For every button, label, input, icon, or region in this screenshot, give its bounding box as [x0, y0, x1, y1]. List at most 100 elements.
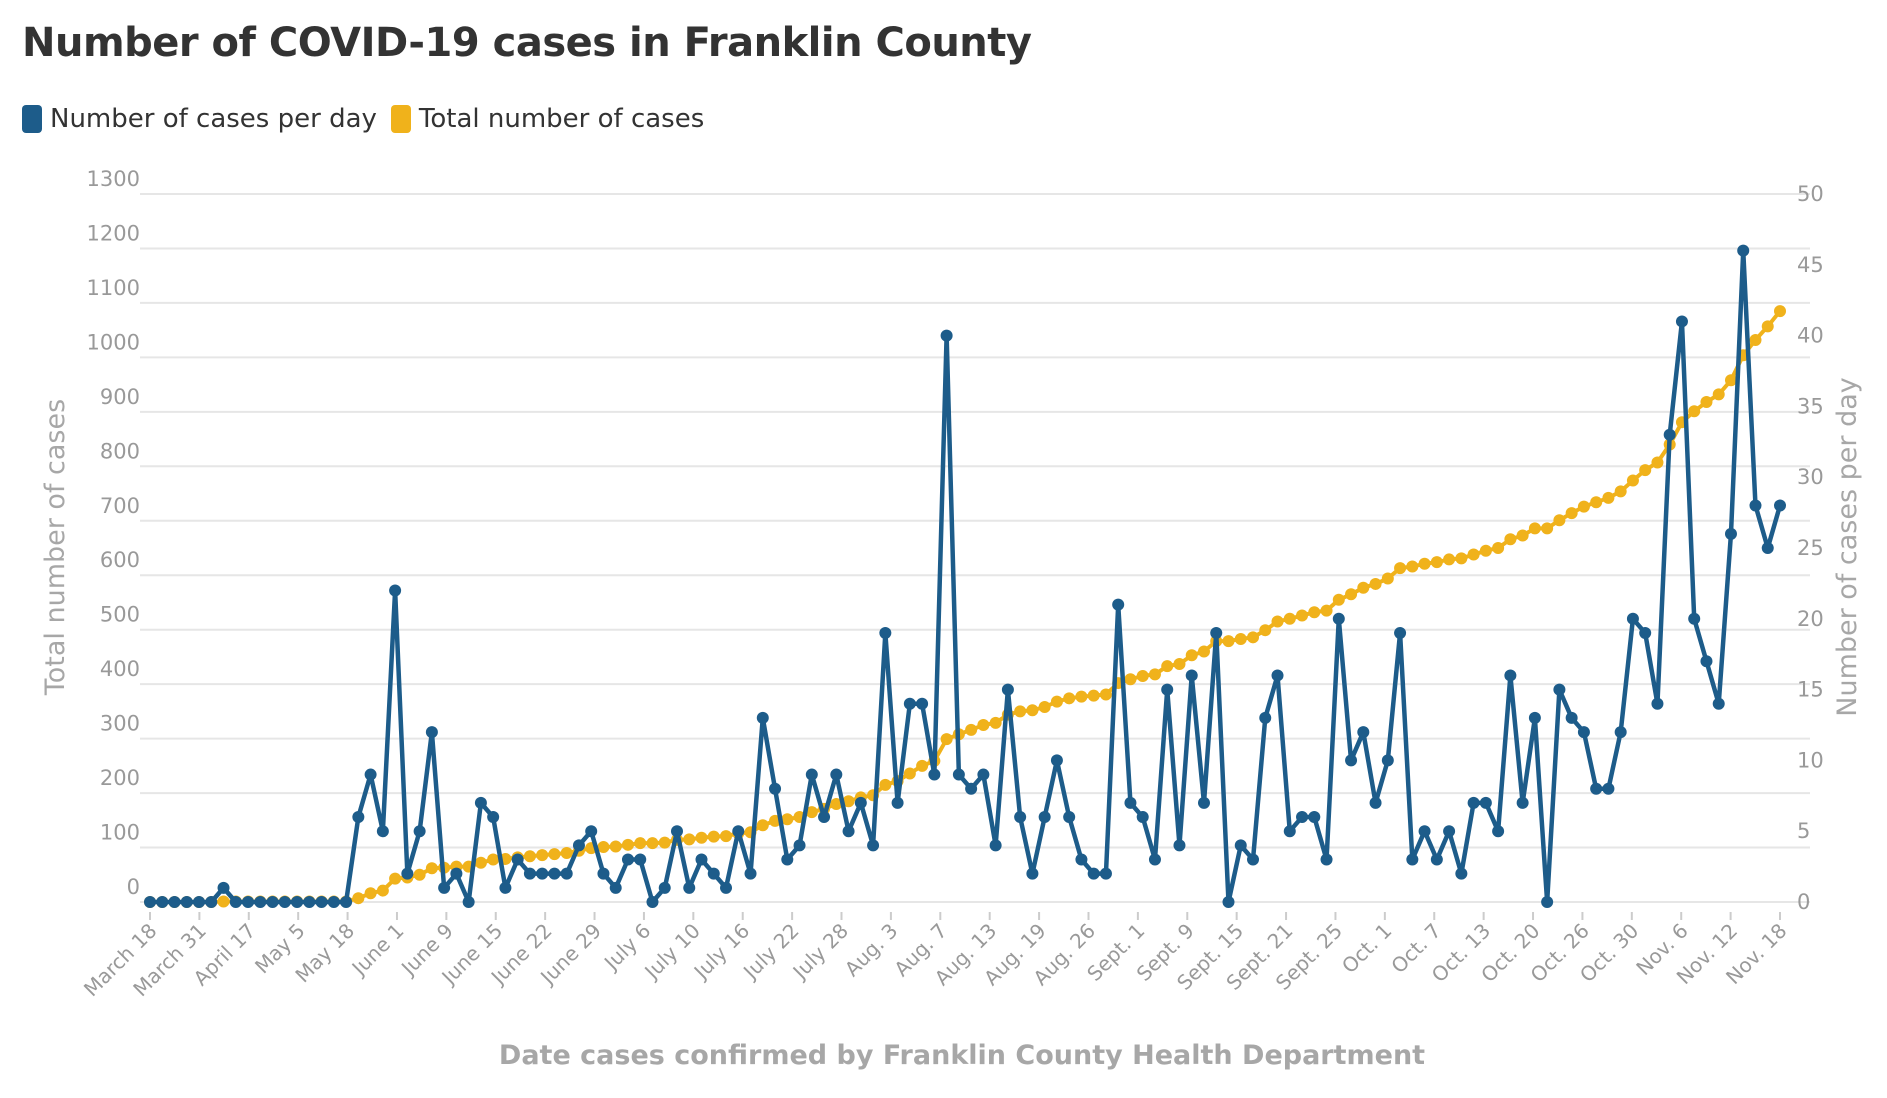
- data-point-total-cases[interactable]: [536, 849, 549, 862]
- data-point-cases-per-day[interactable]: [1565, 711, 1578, 724]
- data-point-total-cases[interactable]: [1553, 514, 1566, 527]
- data-point-cases-per-day[interactable]: [1712, 697, 1725, 710]
- data-point-cases-per-day[interactable]: [1492, 825, 1505, 838]
- data-point-total-cases[interactable]: [1148, 668, 1161, 681]
- data-point-total-cases[interactable]: [548, 848, 561, 861]
- data-point-total-cases[interactable]: [1247, 631, 1260, 644]
- data-point-cases-per-day[interactable]: [1541, 896, 1554, 908]
- data-point-total-cases[interactable]: [1197, 645, 1210, 658]
- data-point-cases-per-day[interactable]: [156, 896, 169, 908]
- data-point-cases-per-day[interactable]: [707, 867, 720, 880]
- data-point-total-cases[interactable]: [1504, 533, 1517, 546]
- data-point-cases-per-day[interactable]: [462, 896, 475, 908]
- data-point-cases-per-day[interactable]: [744, 867, 757, 880]
- data-point-total-cases[interactable]: [523, 850, 536, 863]
- data-point-cases-per-day[interactable]: [1774, 499, 1786, 512]
- data-point-total-cases[interactable]: [1467, 548, 1480, 561]
- data-point-total-cases[interactable]: [1430, 556, 1443, 569]
- data-point-cases-per-day[interactable]: [879, 626, 892, 639]
- data-point-cases-per-day[interactable]: [548, 867, 561, 880]
- data-point-cases-per-day[interactable]: [891, 796, 904, 809]
- data-point-cases-per-day[interactable]: [732, 825, 745, 838]
- data-point-total-cases[interactable]: [1626, 474, 1639, 487]
- data-point-cases-per-day[interactable]: [1112, 598, 1125, 611]
- data-point-total-cases[interactable]: [1761, 320, 1774, 333]
- data-point-total-cases[interactable]: [1259, 624, 1272, 637]
- data-point-cases-per-day[interactable]: [1161, 683, 1174, 696]
- data-point-cases-per-day[interactable]: [254, 896, 267, 908]
- data-point-total-cases[interactable]: [1087, 689, 1100, 702]
- data-point-cases-per-day[interactable]: [1173, 839, 1186, 852]
- data-point-cases-per-day[interactable]: [1369, 796, 1382, 809]
- data-point-total-cases[interactable]: [1688, 405, 1701, 418]
- data-point-total-cases[interactable]: [621, 838, 634, 851]
- data-point-total-cases[interactable]: [1099, 688, 1112, 701]
- data-point-cases-per-day[interactable]: [1516, 796, 1529, 809]
- data-point-total-cases[interactable]: [1173, 658, 1186, 671]
- data-point-total-cases[interactable]: [1492, 542, 1505, 554]
- data-point-total-cases[interactable]: [1455, 552, 1468, 565]
- data-point-total-cases[interactable]: [1320, 604, 1333, 617]
- data-point-total-cases[interactable]: [1063, 692, 1076, 705]
- data-point-cases-per-day[interactable]: [180, 896, 193, 908]
- data-point-cases-per-day[interactable]: [1050, 754, 1063, 767]
- data-point-cases-per-day[interactable]: [842, 825, 855, 838]
- data-point-total-cases[interactable]: [1394, 562, 1407, 575]
- data-point-total-cases[interactable]: [1516, 529, 1529, 542]
- data-point-cases-per-day[interactable]: [1430, 853, 1443, 866]
- data-point-total-cases[interactable]: [1381, 572, 1394, 585]
- data-point-cases-per-day[interactable]: [1026, 867, 1039, 880]
- data-point-total-cases[interactable]: [646, 837, 659, 850]
- data-point-cases-per-day[interactable]: [989, 839, 1002, 852]
- data-point-cases-per-day[interactable]: [1296, 811, 1309, 824]
- data-point-total-cases[interactable]: [1590, 496, 1603, 509]
- data-point-total-cases[interactable]: [683, 833, 696, 846]
- data-point-total-cases[interactable]: [977, 719, 990, 731]
- data-point-cases-per-day[interactable]: [474, 796, 487, 809]
- data-point-total-cases[interactable]: [1271, 615, 1284, 628]
- data-point-total-cases[interactable]: [1541, 522, 1554, 535]
- data-point-cases-per-day[interactable]: [952, 768, 965, 781]
- data-point-cases-per-day[interactable]: [1063, 811, 1076, 824]
- data-point-cases-per-day[interactable]: [1394, 626, 1407, 639]
- data-point-cases-per-day[interactable]: [1234, 839, 1247, 852]
- data-point-cases-per-day[interactable]: [1283, 825, 1296, 838]
- data-point-total-cases[interactable]: [609, 840, 622, 853]
- data-point-cases-per-day[interactable]: [401, 867, 414, 880]
- data-point-cases-per-day[interactable]: [340, 896, 353, 908]
- data-point-cases-per-day[interactable]: [242, 896, 255, 908]
- data-point-cases-per-day[interactable]: [499, 881, 512, 894]
- data-point-cases-per-day[interactable]: [720, 881, 733, 894]
- data-point-cases-per-day[interactable]: [389, 584, 402, 597]
- data-point-cases-per-day[interactable]: [1357, 726, 1370, 739]
- data-point-cases-per-day[interactable]: [683, 881, 696, 894]
- data-point-total-cases[interactable]: [1222, 635, 1235, 648]
- data-point-cases-per-day[interactable]: [511, 853, 524, 866]
- data-point-cases-per-day[interactable]: [818, 811, 831, 824]
- data-point-total-cases[interactable]: [805, 806, 818, 819]
- data-point-total-cases[interactable]: [1749, 333, 1762, 346]
- data-point-cases-per-day[interactable]: [1553, 683, 1566, 696]
- data-point-cases-per-day[interactable]: [217, 881, 230, 894]
- data-point-cases-per-day[interactable]: [609, 881, 622, 894]
- data-point-cases-per-day[interactable]: [536, 867, 549, 880]
- data-point-total-cases[interactable]: [1724, 374, 1737, 387]
- data-point-cases-per-day[interactable]: [278, 896, 291, 908]
- data-point-cases-per-day[interactable]: [1320, 853, 1333, 866]
- data-point-cases-per-day[interactable]: [1001, 683, 1014, 696]
- data-point-cases-per-day[interactable]: [830, 768, 843, 781]
- data-point-total-cases[interactable]: [1602, 491, 1615, 504]
- data-point-total-cases[interactable]: [352, 892, 365, 905]
- data-point-cases-per-day[interactable]: [793, 839, 806, 852]
- data-point-cases-per-day[interactable]: [695, 853, 708, 866]
- data-point-total-cases[interactable]: [364, 887, 377, 900]
- data-point-cases-per-day[interactable]: [769, 782, 782, 795]
- data-point-cases-per-day[interactable]: [1528, 711, 1541, 724]
- data-point-cases-per-day[interactable]: [756, 711, 769, 724]
- data-point-total-cases[interactable]: [1038, 701, 1051, 714]
- data-point-cases-per-day[interactable]: [1222, 896, 1235, 908]
- data-point-cases-per-day[interactable]: [965, 782, 978, 795]
- data-point-total-cases[interactable]: [1774, 305, 1786, 318]
- data-point-total-cases[interactable]: [1050, 695, 1063, 708]
- data-point-cases-per-day[interactable]: [413, 825, 426, 838]
